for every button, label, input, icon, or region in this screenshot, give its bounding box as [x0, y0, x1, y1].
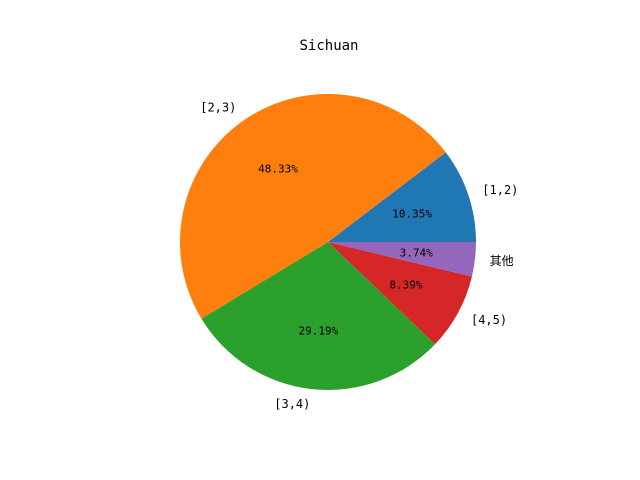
pie-percent-label-4: 3.74% — [400, 246, 433, 259]
pie-percent-label-2: 29.19% — [299, 324, 339, 337]
pie-category-label-1: [2,3) — [200, 100, 236, 114]
chart-title: Sichuan — [299, 38, 358, 54]
pie-slice-0 — [328, 152, 476, 242]
pie-labels: 10.35% [1,2) 48.33% [2,3) 29.19% [3,4) 8.39% [4… — [200, 100, 518, 410]
pie-slices — [180, 94, 476, 390]
pie-category-label-4: 其他 — [490, 254, 514, 268]
pie-slice-2 — [201, 242, 436, 390]
pie-category-label-0: [1,2) — [482, 183, 518, 197]
pie-slice-1 — [180, 94, 446, 319]
pie-slice-3 — [328, 242, 472, 345]
pie-category-label-3: [4,5) — [471, 313, 507, 327]
pie-percent-label-1: 48.33% — [258, 163, 298, 176]
pie-slice-4 — [328, 242, 476, 277]
pie-percent-label-0: 10.35% — [392, 208, 432, 221]
pie-category-label-2: [3,4) — [274, 397, 310, 411]
pie-percent-label-3: 8.39% — [389, 278, 422, 291]
